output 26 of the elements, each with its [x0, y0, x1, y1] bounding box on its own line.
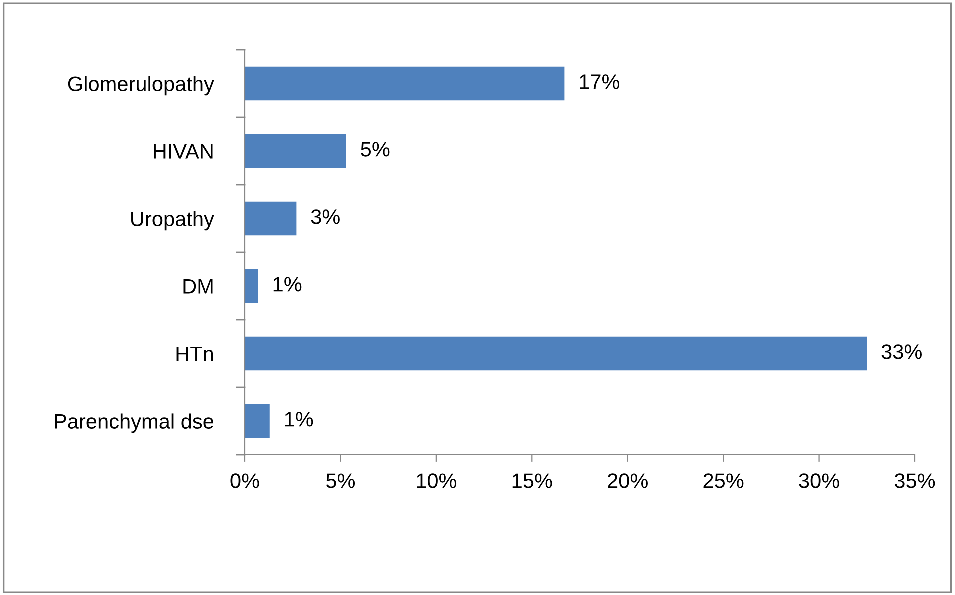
x-tick-label: 30% — [799, 474, 840, 488]
bar — [245, 202, 297, 236]
bar — [245, 336, 868, 371]
data-label: 3% — [311, 210, 340, 224]
y-tick-label: Glomerulopathy — [68, 76, 214, 96]
y-tick-label: Uropathy — [132, 211, 214, 231]
x-tick-label: 5% — [326, 474, 356, 488]
bar — [245, 134, 346, 168]
x-tick-label: 20% — [608, 474, 648, 488]
bar — [245, 66, 565, 101]
x-tick-label: 10% — [417, 474, 457, 488]
data-label: 17% — [580, 74, 620, 90]
y-tick-label: Parenchymal dse — [55, 414, 214, 434]
bar — [245, 269, 258, 304]
data-label: 5% — [361, 142, 390, 157]
y-tick-label: HTn — [176, 346, 214, 362]
bar — [245, 404, 270, 438]
data-label: 1% — [274, 277, 302, 292]
y-tick-label: HIVAN — [154, 144, 213, 159]
y-tick-label: DM — [184, 279, 213, 294]
x-tick-label: 0% — [230, 474, 260, 488]
x-tick-label: 25% — [704, 474, 744, 488]
x-tick-label: 15% — [512, 474, 552, 488]
x-tick-label: 35% — [894, 474, 936, 488]
data-label: 1% — [285, 412, 314, 427]
data-label: 33% — [882, 344, 922, 360]
